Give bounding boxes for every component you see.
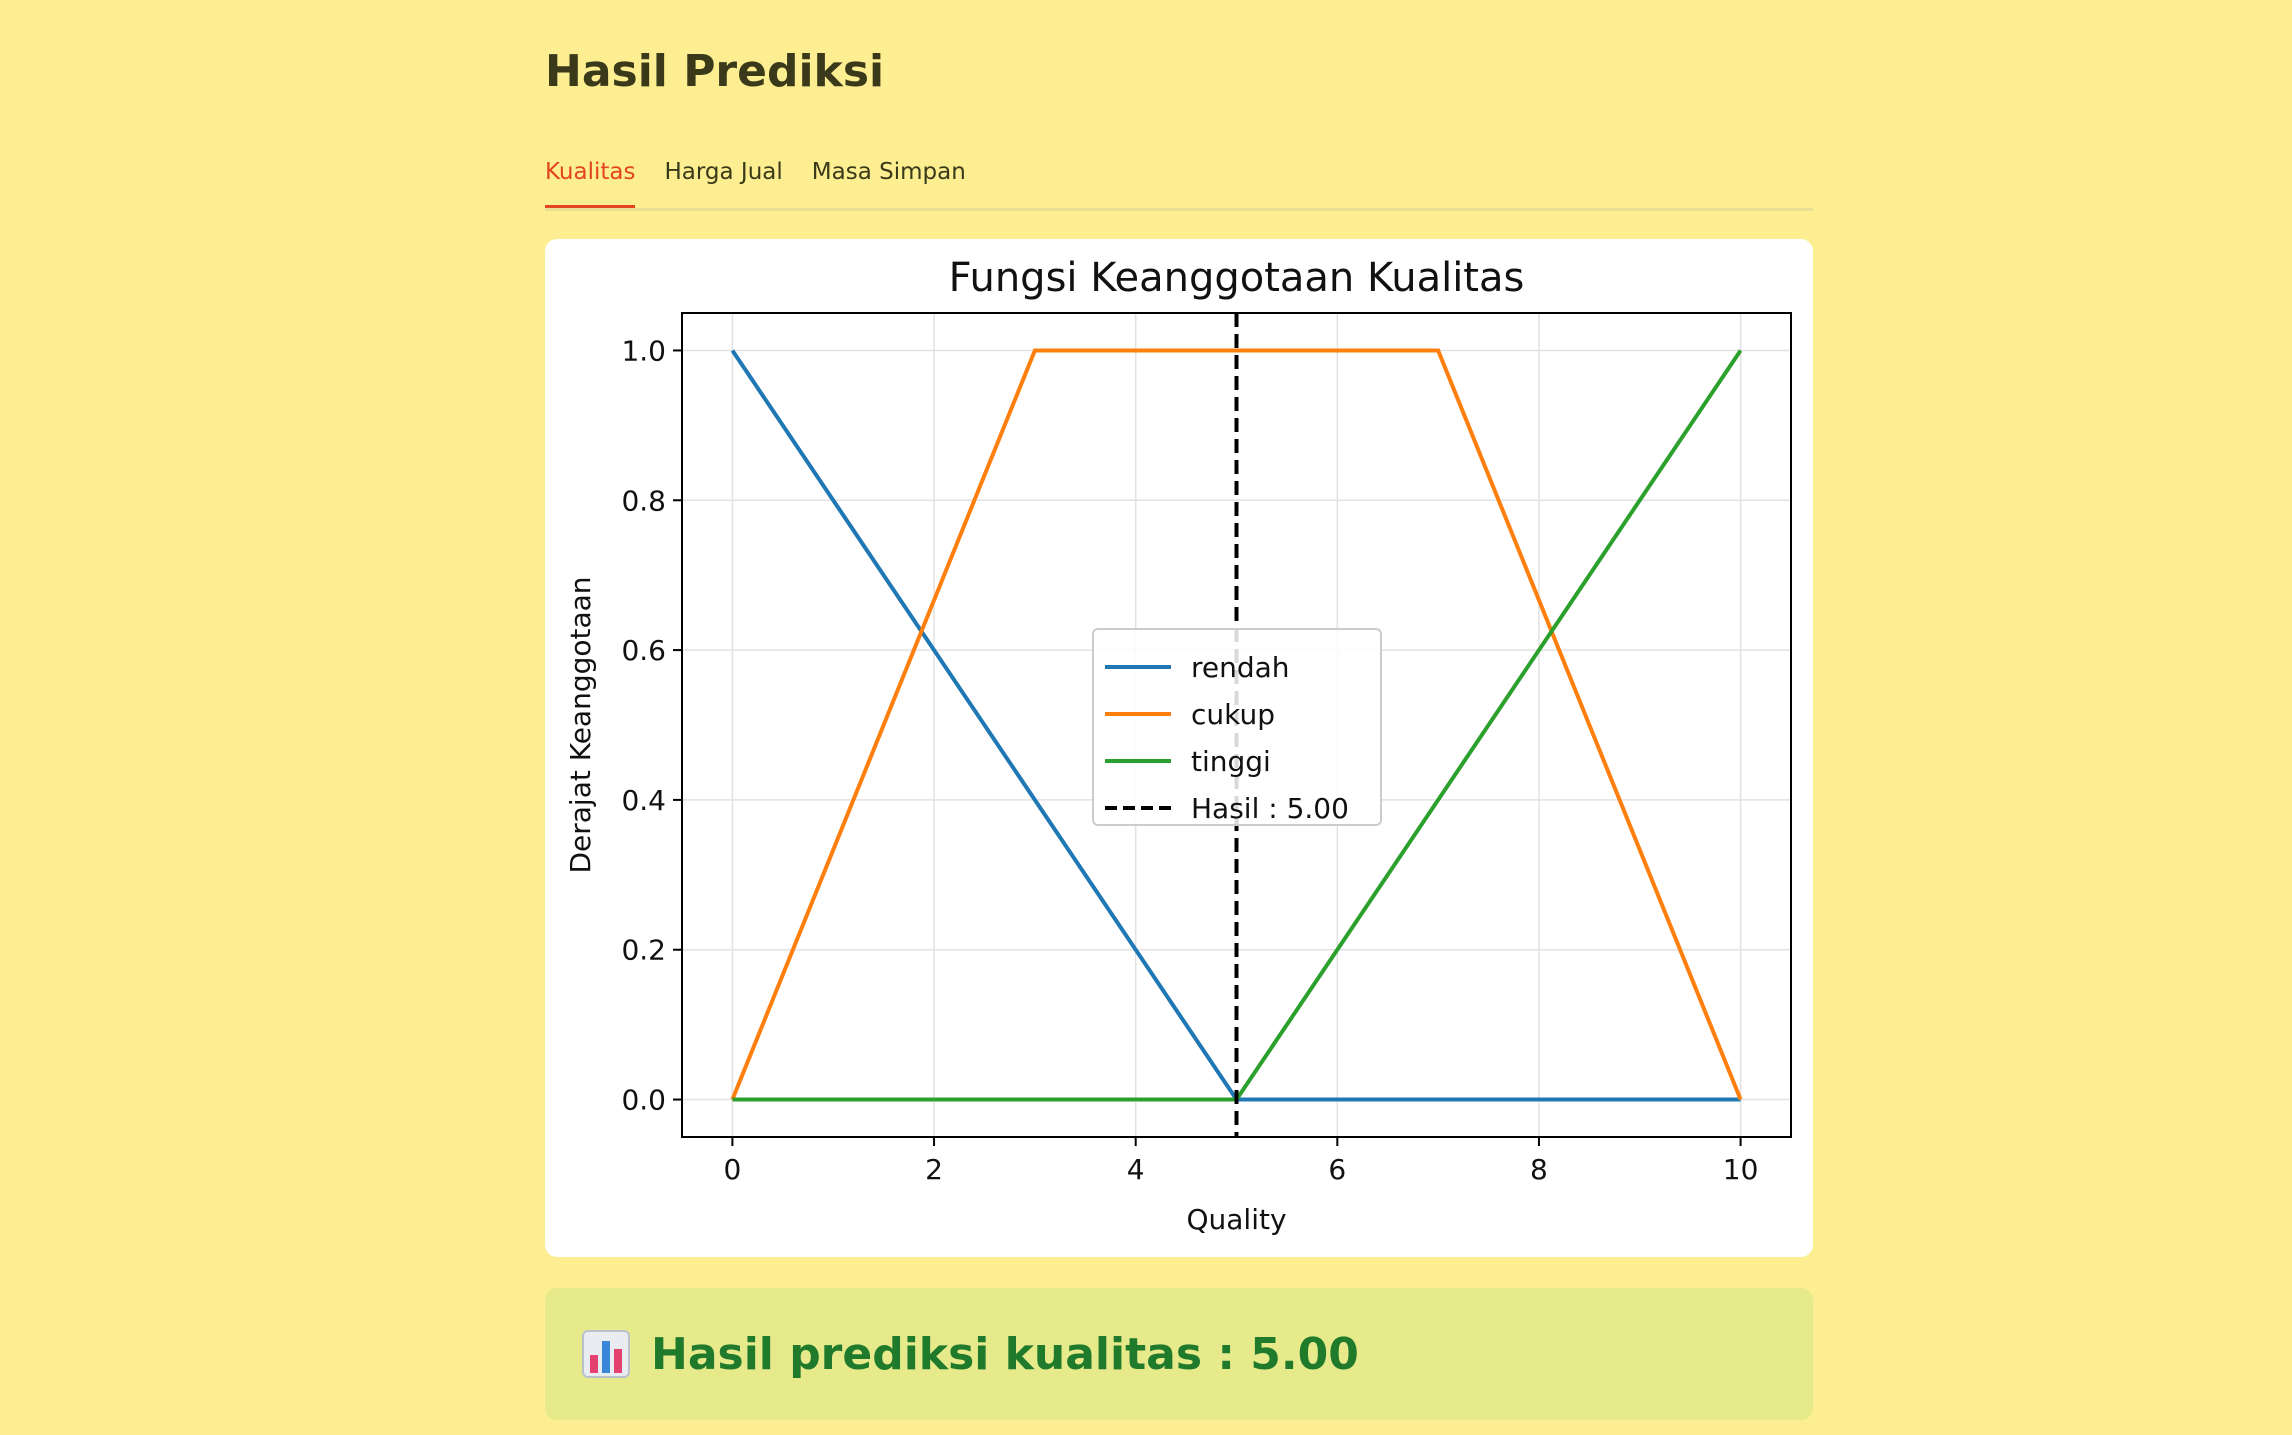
legend-label: Hasil : 5.00 [1191,792,1349,825]
x-tick-label: 8 [1530,1153,1548,1186]
y-tick-label: 0.2 [621,934,666,967]
y-tick-label: 1.0 [621,334,666,367]
bar-chart-icon [581,1329,631,1379]
x-tick-label: 10 [1723,1153,1759,1186]
x-tick-label: 2 [925,1153,943,1186]
tab-bar: Kualitas Harga Jual Masa Simpan [545,152,1813,211]
y-tick-label: 0.4 [621,784,666,817]
chart-card: 0 2 4 6 8 10 0.0 0.2 0.4 0.6 0.8 1.0 Fungsi Keanggot… [545,239,1813,1257]
y-tick-label: 0.8 [621,484,666,517]
legend-label: tinggi [1191,745,1271,778]
y-tick-label: 0.6 [621,634,666,667]
page-title: Hasil Prediksi [545,46,884,97]
x-tick-label: 6 [1328,1153,1346,1186]
result-box: Hasil prediksi kualitas : 5.00 [545,1288,1813,1420]
tab-harga-jual[interactable]: Harga Jual [664,152,782,208]
y-axis-label: Derajat Keanggotaan [564,576,597,873]
x-tick-label: 0 [723,1153,741,1186]
tab-masa-simpan[interactable]: Masa Simpan [812,152,966,208]
x-tick-label: 4 [1127,1153,1145,1186]
membership-chart: 0 2 4 6 8 10 0.0 0.2 0.4 0.6 0.8 1.0 Fungsi Keanggot… [545,239,1813,1257]
legend-label: rendah [1191,651,1290,684]
legend-label: cukup [1191,698,1275,731]
tab-kualitas[interactable]: Kualitas [545,152,635,208]
chart-title: Fungsi Keanggotaan Kualitas [949,255,1525,301]
x-axis-label: Quality [1186,1203,1286,1236]
result-text: Hasil prediksi kualitas : 5.00 [651,1329,1359,1380]
y-tick-label: 0.0 [621,1084,666,1117]
